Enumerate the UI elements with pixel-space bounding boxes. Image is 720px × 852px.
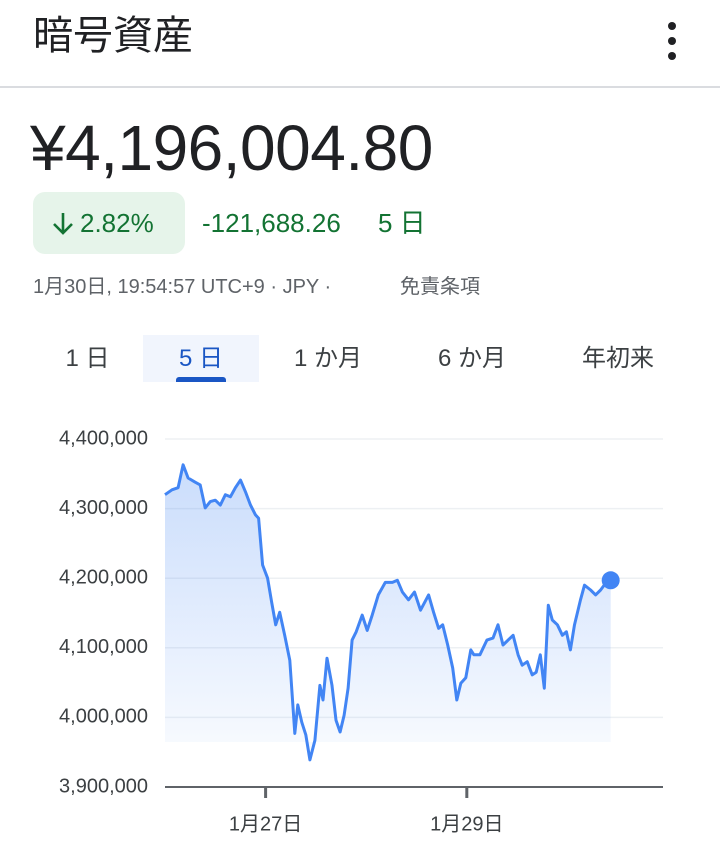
menu-dot xyxy=(668,37,676,45)
range-tab[interactable]: 1 日 xyxy=(45,335,130,382)
down-arrow xyxy=(53,213,73,235)
y-tick-label: 4,000,000 xyxy=(59,706,148,728)
menu-button[interactable] xyxy=(668,22,676,60)
price-line xyxy=(164,463,612,762)
menu-dot xyxy=(668,52,676,60)
y-tick-label: 4,300,000 xyxy=(59,497,148,519)
range-tab[interactable]: 6 か月 xyxy=(420,335,524,382)
tab-label: 1 か月 xyxy=(293,345,362,372)
range-tab[interactable]: 5 日 xyxy=(143,335,259,382)
disclaimer-link[interactable]: 免責条項 xyxy=(400,276,480,298)
y-tick-label: 3,900,000 xyxy=(59,775,148,797)
tab-label: 年初来 xyxy=(582,345,654,372)
tab-label: 6 か月 xyxy=(437,345,506,372)
tab-label: 5 日 xyxy=(178,345,223,372)
tab-indicator xyxy=(176,377,226,382)
timestamp: 1月30日, 19:54:57 UTC+9 · JPY · xyxy=(33,276,332,298)
change-percent: 2.82% xyxy=(80,208,154,238)
range-tab[interactable]: 年初来 xyxy=(568,335,668,382)
x-tick-label: 1月29日 xyxy=(430,813,503,835)
divider xyxy=(0,86,720,88)
change-badge: 2.82% xyxy=(33,192,185,254)
x-tick-label: 1月27日 xyxy=(229,813,302,835)
change-period: 5 日 xyxy=(378,208,426,238)
last-point xyxy=(601,571,620,590)
y-tick-label: 4,200,000 xyxy=(59,566,148,588)
change-amount: -121,688.26 xyxy=(202,208,341,238)
tab-label: 1 日 xyxy=(65,345,110,372)
price: ¥4,196,004.80 xyxy=(30,112,433,184)
y-tick-label: 4,400,000 xyxy=(59,427,148,449)
y-tick-label: 4,100,000 xyxy=(59,636,148,658)
range-tab[interactable]: 1 か月 xyxy=(278,335,378,382)
page-title: 暗号資産 xyxy=(33,14,193,58)
menu-dot xyxy=(668,22,676,30)
area xyxy=(165,464,611,760)
